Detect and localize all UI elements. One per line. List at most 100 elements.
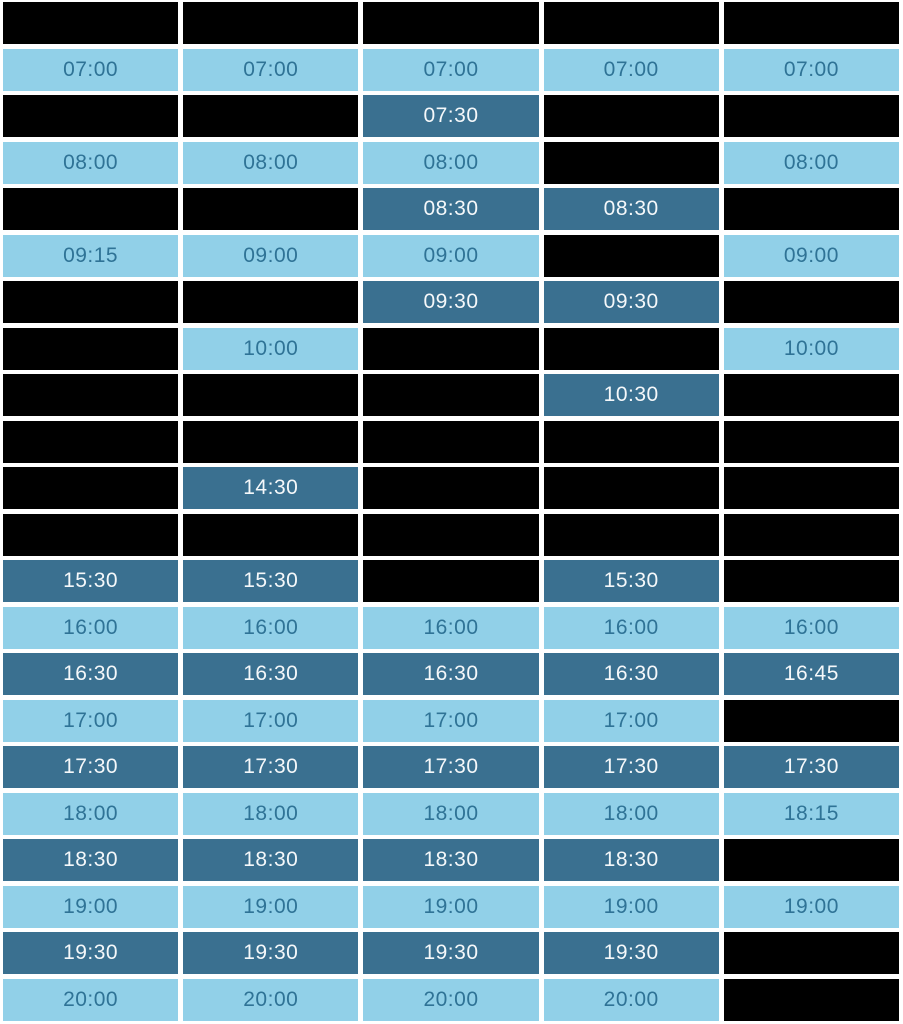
time-slot[interactable]: 18:00 <box>3 792 179 835</box>
time-slot-selected[interactable]: 18:30 <box>183 839 359 881</box>
time-slot[interactable]: 09:15 <box>3 234 179 277</box>
time-slot[interactable]: 20:00 <box>543 978 719 1021</box>
time-slot-selected[interactable]: 18:30 <box>363 839 539 881</box>
time-slot[interactable]: 17:00 <box>363 699 539 742</box>
blocked-slot <box>723 513 899 556</box>
blocked-slot <box>3 327 179 370</box>
time-slot[interactable]: 08:00 <box>183 141 359 184</box>
time-slot[interactable]: 07:00 <box>543 48 719 91</box>
time-slot-selected[interactable]: 19:30 <box>543 932 719 974</box>
time-slot-selected[interactable]: 19:30 <box>363 932 539 974</box>
time-slot[interactable]: 09:00 <box>183 234 359 277</box>
time-slot-selected[interactable]: 19:30 <box>183 932 359 974</box>
time-slot[interactable]: 16:00 <box>3 606 179 649</box>
time-slot[interactable]: 08:00 <box>723 141 899 184</box>
blocked-slot <box>543 95 719 137</box>
time-slot-selected[interactable]: 07:30 <box>363 95 539 137</box>
blocked-slot <box>183 95 359 137</box>
time-slot-selected[interactable]: 17:30 <box>183 746 359 788</box>
timeslot-grid: 07:00 07:00 07:00 07:00 07:00 07:30 08:00 08:00… <box>3 2 899 1021</box>
time-slot[interactable]: 17:00 <box>3 699 179 742</box>
time-slot[interactable]: 16:00 <box>363 606 539 649</box>
time-slot-selected[interactable]: 19:30 <box>3 932 179 974</box>
blocked-slot <box>723 839 899 881</box>
blocked-slot <box>3 420 179 463</box>
blocked-slot <box>183 2 359 44</box>
blocked-slot <box>723 978 899 1021</box>
time-slot-selected[interactable]: 15:30 <box>3 560 179 602</box>
time-slot-selected[interactable]: 17:30 <box>543 746 719 788</box>
time-slot[interactable]: 07:00 <box>183 48 359 91</box>
time-slot[interactable]: 18:00 <box>543 792 719 835</box>
time-slot-selected[interactable]: 15:30 <box>183 560 359 602</box>
time-slot-selected[interactable]: 16:30 <box>543 653 719 695</box>
time-slot[interactable]: 19:00 <box>723 885 899 928</box>
time-slot[interactable]: 10:00 <box>723 327 899 370</box>
time-slot-selected[interactable]: 18:30 <box>3 839 179 881</box>
time-slot-selected[interactable]: 09:30 <box>363 281 539 323</box>
time-slot[interactable]: 09:00 <box>723 234 899 277</box>
time-slot-selected[interactable]: 08:30 <box>543 188 719 230</box>
blocked-slot <box>543 513 719 556</box>
blocked-slot <box>183 374 359 416</box>
blocked-slot <box>723 188 899 230</box>
time-slot[interactable]: 17:00 <box>183 699 359 742</box>
time-slot[interactable]: 19:00 <box>3 885 179 928</box>
time-slot[interactable]: 16:00 <box>543 606 719 649</box>
blocked-slot <box>543 234 719 277</box>
time-slot-selected[interactable]: 17:30 <box>3 746 179 788</box>
blocked-slot <box>3 467 179 509</box>
time-slot-selected[interactable]: 14:30 <box>183 467 359 509</box>
time-slot[interactable]: 20:00 <box>363 978 539 1021</box>
time-slot-selected[interactable]: 08:30 <box>363 188 539 230</box>
blocked-slot <box>3 281 179 323</box>
blocked-slot <box>723 560 899 602</box>
time-slot[interactable]: 19:00 <box>183 885 359 928</box>
blocked-slot <box>723 374 899 416</box>
time-slot[interactable]: 07:00 <box>723 48 899 91</box>
time-slot-selected[interactable]: 16:30 <box>363 653 539 695</box>
time-slot-selected[interactable]: 09:30 <box>543 281 719 323</box>
time-slot[interactable]: 08:00 <box>3 141 179 184</box>
blocked-slot <box>723 2 899 44</box>
blocked-slot <box>363 2 539 44</box>
time-slot[interactable]: 07:00 <box>3 48 179 91</box>
blocked-slot <box>183 188 359 230</box>
blocked-slot <box>3 513 179 556</box>
time-slot-selected[interactable]: 15:30 <box>543 560 719 602</box>
blocked-slot <box>543 327 719 370</box>
time-slot[interactable]: 20:00 <box>3 978 179 1021</box>
time-slot[interactable]: 08:00 <box>363 141 539 184</box>
time-slot-selected[interactable]: 18:30 <box>543 839 719 881</box>
time-slot[interactable]: 17:00 <box>543 699 719 742</box>
blocked-slot <box>3 374 179 416</box>
blocked-slot <box>363 327 539 370</box>
time-slot[interactable]: 10:00 <box>183 327 359 370</box>
blocked-slot <box>723 95 899 137</box>
blocked-slot <box>543 2 719 44</box>
time-slot-selected[interactable]: 10:30 <box>543 374 719 416</box>
time-slot[interactable]: 20:00 <box>183 978 359 1021</box>
time-slot[interactable]: 16:00 <box>723 606 899 649</box>
time-slot[interactable]: 18:15 <box>723 792 899 835</box>
time-slot[interactable]: 19:00 <box>543 885 719 928</box>
time-slot[interactable]: 19:00 <box>363 885 539 928</box>
time-slot[interactable]: 09:00 <box>363 234 539 277</box>
blocked-slot <box>543 141 719 184</box>
time-slot[interactable]: 07:00 <box>363 48 539 91</box>
time-slot-selected[interactable]: 16:30 <box>183 653 359 695</box>
time-slot[interactable]: 16:00 <box>183 606 359 649</box>
time-slot-selected[interactable]: 17:30 <box>363 746 539 788</box>
time-slot-selected[interactable]: 17:30 <box>723 746 899 788</box>
blocked-slot <box>183 420 359 463</box>
time-slot-selected[interactable]: 16:30 <box>3 653 179 695</box>
blocked-slot <box>723 467 899 509</box>
blocked-slot <box>543 467 719 509</box>
time-slot-selected[interactable]: 16:45 <box>723 653 899 695</box>
blocked-slot <box>3 95 179 137</box>
blocked-slot <box>363 513 539 556</box>
blocked-slot <box>363 420 539 463</box>
time-slot[interactable]: 18:00 <box>363 792 539 835</box>
time-slot[interactable]: 18:00 <box>183 792 359 835</box>
